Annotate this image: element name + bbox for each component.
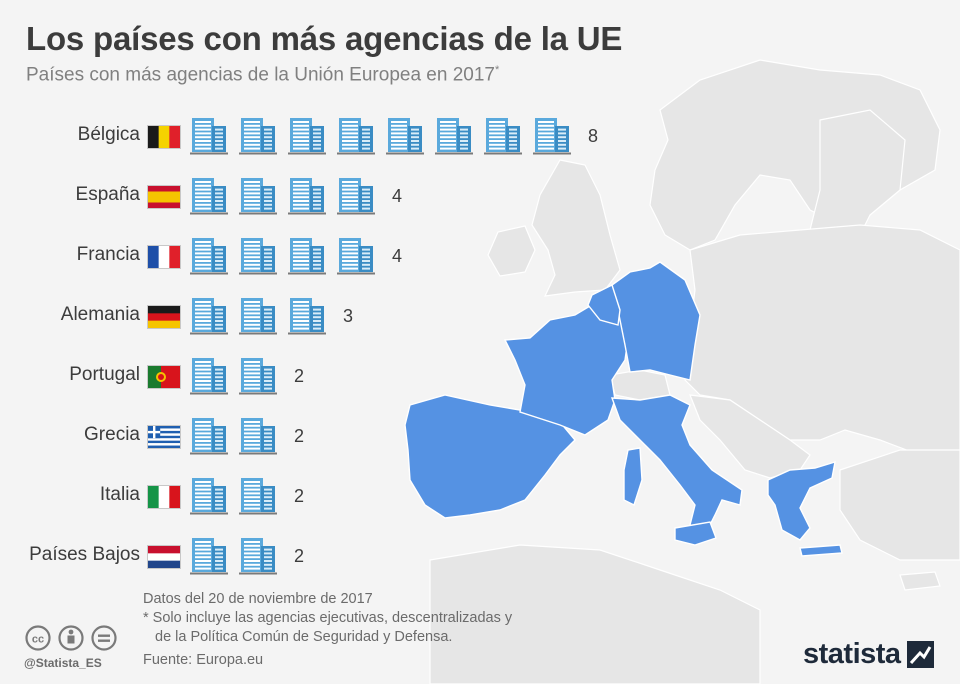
germany-shape (611, 261, 701, 381)
date-note: Datos del 20 de noviembre de 2017 (143, 591, 373, 607)
creative-commons-icons: cc (25, 625, 117, 651)
office-building-icon (288, 116, 326, 156)
office-building-icon (190, 536, 228, 576)
office-building-icon (239, 296, 277, 336)
spain-portugal-shape (404, 394, 576, 519)
office-building-icon (190, 476, 228, 516)
svg-text:cc: cc (32, 634, 44, 646)
office-building-icon (239, 536, 277, 576)
netherlands-flag-icon (148, 546, 180, 568)
statista-handle: @Statista_ES (24, 656, 102, 670)
footnote-line-2: de la Política Común de Seguridad y Defe… (155, 629, 453, 645)
office-building-icon (288, 296, 326, 336)
belgium-flag-icon (148, 126, 180, 148)
chart-notes: Datos del 20 de noviembre de 2017 * Solo… (143, 590, 512, 647)
country-label: Francia (76, 244, 140, 265)
agency-count-label: 2 (294, 486, 305, 506)
germany-flag-icon (148, 306, 180, 328)
country-label: Portugal (69, 364, 140, 385)
footnote-line-1: * Solo incluye las agencias ejecutivas, … (143, 610, 513, 626)
france-flag-icon (148, 246, 180, 268)
office-building-icon (484, 116, 522, 156)
cyprus-shape (899, 571, 941, 591)
italy-flag-icon (148, 486, 180, 508)
office-building-icon (190, 296, 228, 336)
country-label: Italia (99, 484, 140, 505)
office-building-icon (239, 416, 277, 456)
source-note: Fuente: Europa.eu (143, 652, 264, 668)
footnote-marker: * (494, 64, 500, 76)
attribution-icon (58, 625, 84, 651)
office-building-icon (239, 236, 277, 276)
office-building-icon (190, 236, 228, 276)
sicily-shape (674, 521, 717, 546)
chart-row: Bélgica 8 (0, 114, 620, 158)
office-building-icon (190, 416, 228, 456)
office-building-icon (533, 116, 571, 156)
north-africa-shape (429, 544, 761, 684)
agency-count-label: 3 (343, 306, 354, 326)
chart-subtitle: Países con más agencias de la Unión Euro… (26, 64, 499, 86)
country-label: Países Bajos (29, 544, 140, 565)
office-building-icon (190, 356, 228, 396)
chart-row: Italia 2 (0, 474, 620, 518)
crete-shape (799, 544, 843, 557)
chart-row: Grecia 2 (0, 414, 620, 458)
cc-icon (25, 625, 51, 651)
spain-flag-icon (148, 186, 180, 208)
country-label: Bélgica (77, 124, 140, 145)
sardinia-shape (623, 447, 643, 506)
agency-count-label: 4 (392, 246, 403, 266)
eastern-europe-shape (684, 224, 960, 471)
office-building-icon (337, 236, 375, 276)
office-building-icon (239, 116, 277, 156)
office-building-icon (288, 236, 326, 276)
turkey-shape (839, 449, 960, 561)
country-label: Alemania (60, 304, 140, 325)
office-building-icon (190, 176, 228, 216)
office-building-icon (190, 116, 228, 156)
statista-logo-text: statista (803, 638, 901, 670)
france-shape (503, 299, 631, 436)
statista-logo-mark (907, 641, 934, 668)
agency-count-label: 4 (392, 186, 403, 206)
agency-count-label: 8 (588, 126, 599, 146)
office-building-icon (288, 176, 326, 216)
office-building-icon (337, 116, 375, 156)
italy-shape (610, 394, 743, 537)
chart-row: Francia 4 (0, 234, 620, 278)
office-building-icon (386, 116, 424, 156)
office-building-icon (435, 116, 473, 156)
subtitle-text: Países con más agencias de la Unión Euro… (26, 64, 495, 86)
no-derivatives-icon (91, 625, 117, 651)
greece-shape (767, 460, 836, 541)
office-building-icon (239, 176, 277, 216)
country-label: Grecia (84, 424, 140, 445)
chart-row: Alemania 3 (0, 294, 620, 338)
chart-title: Los países con más agencias de la UE (26, 20, 623, 57)
chart-row: Países Bajos 2 (0, 534, 620, 578)
portugal-flag-icon (148, 366, 180, 388)
office-building-icon (337, 176, 375, 216)
office-building-icon (239, 356, 277, 396)
country-label: España (75, 184, 140, 205)
agency-count-label: 2 (294, 546, 305, 566)
agency-count-label: 2 (294, 426, 305, 446)
office-building-icon (239, 476, 277, 516)
chart-row: Portugal 2 (0, 354, 620, 398)
pictogram-chart: Bélgica 8 España 4 Francia 4 Alemania 3 Portugal… (0, 114, 620, 578)
ireland-shape (487, 225, 536, 277)
benelux-shape (587, 284, 621, 326)
chart-row: España 4 (0, 174, 620, 218)
agency-count-label: 2 (294, 366, 305, 386)
greece-flag-icon (148, 426, 180, 448)
great-britain-shape (531, 159, 621, 297)
